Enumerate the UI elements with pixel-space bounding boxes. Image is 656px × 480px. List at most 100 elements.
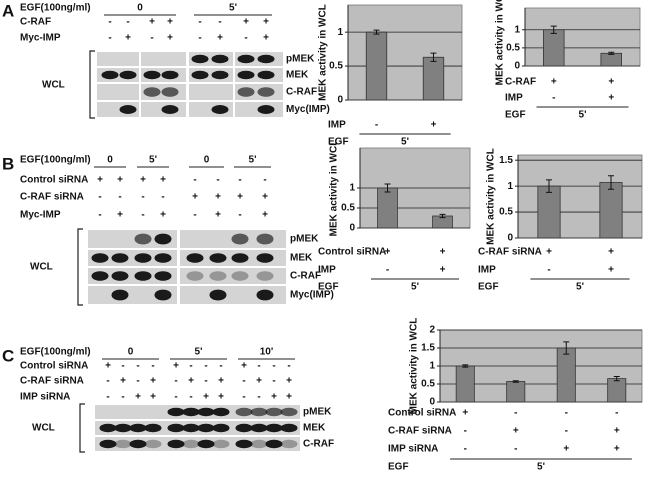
blot-band: [209, 271, 227, 281]
blot-band: [114, 439, 132, 449]
treatment-mark: -: [244, 33, 247, 44]
treatment-mark: +: [173, 361, 179, 372]
condition-label: IMP: [505, 93, 523, 104]
y-tick-label: 1: [507, 181, 513, 192]
blot-strip: [88, 268, 177, 284]
group-label: 5': [249, 155, 257, 166]
condition-mark: 5': [411, 282, 419, 293]
bar: [422, 56, 445, 101]
blot-band: [161, 87, 179, 97]
treatment-mark: -: [174, 392, 177, 403]
error-bar: [550, 25, 557, 34]
blot-band: [256, 289, 274, 301]
treatment-mark: +: [217, 33, 223, 44]
y-tick-label: 0: [349, 223, 355, 234]
treatment-mark: -: [198, 17, 201, 28]
condition-mark: -: [565, 426, 568, 437]
blot-band: [209, 253, 227, 263]
treatment-mark: +: [286, 392, 292, 403]
blot-band: [212, 407, 230, 417]
band-label: MEK: [286, 70, 309, 81]
condition-mark: 5': [576, 282, 584, 293]
blot-strip: [88, 286, 177, 304]
treatment-mark: +: [167, 17, 173, 28]
treatment-mark: +: [120, 376, 126, 387]
condition-mark: 5': [401, 137, 409, 148]
blot-band: [250, 407, 268, 417]
treatment-mark: -: [238, 175, 241, 186]
blot-band: [280, 407, 298, 417]
treatment-label: EGF(100ng/ml): [20, 347, 91, 358]
treatment-mark: +: [192, 192, 198, 203]
blot-group-label: WCL: [42, 80, 65, 91]
error-bar: [384, 183, 391, 193]
blot-band: [134, 253, 152, 263]
treatment-mark: -: [238, 210, 241, 221]
condition-mark: +: [462, 408, 468, 419]
treatment-mark: -: [216, 175, 219, 186]
error-bar: [373, 29, 380, 35]
treatment-mark: +: [256, 376, 262, 387]
blot-band: [256, 233, 274, 245]
condition-mark: +: [440, 247, 446, 258]
treatment-mark: -: [106, 376, 109, 387]
treatment-mark: -: [219, 361, 222, 372]
condition-mark: -: [464, 444, 467, 455]
condition-label: Control siRNA: [318, 247, 386, 258]
treatment-label: Control siRNA: [20, 175, 88, 186]
treatment-mark: +: [262, 210, 268, 221]
treatment-label: EGF(100ng/ml): [20, 3, 91, 14]
treatment-mark: +: [203, 392, 209, 403]
blot-band: [154, 271, 172, 281]
blot-band: [119, 105, 137, 114]
bar: [537, 185, 561, 239]
blot-band: [154, 253, 172, 263]
blot-band: [211, 105, 229, 114]
condition-mark: -: [514, 408, 517, 419]
bar: [556, 347, 576, 403]
treatment-label: Control siRNA: [20, 361, 88, 372]
band-label: MEK: [290, 253, 313, 264]
error-bar: [430, 52, 437, 62]
y-tick-label: 0: [514, 61, 520, 72]
treatment-mark: -: [106, 392, 109, 403]
treatment-mark: -: [108, 33, 111, 44]
condition-label: C-RAF: [505, 77, 536, 88]
blot-group-label: WCL: [30, 262, 53, 273]
condition-label: EGF: [388, 462, 409, 473]
treatment-mark: +: [150, 376, 156, 387]
blot-band: [197, 423, 215, 433]
blot-band: [231, 271, 249, 281]
error-bar: [613, 375, 620, 382]
treatment-mark: +: [105, 361, 111, 372]
group-label: 0: [137, 3, 143, 14]
y-tick-label: 1: [514, 24, 520, 35]
condition-mark: -: [615, 408, 618, 419]
blot-band: [167, 407, 185, 417]
condition-mark: +: [431, 120, 437, 131]
group-label: 5': [149, 155, 157, 166]
blot-band: [265, 439, 283, 449]
blot-band: [161, 70, 179, 80]
blot-band: [161, 105, 179, 114]
treatment-mark: -: [141, 192, 144, 203]
bar: [600, 52, 623, 67]
treatment-mark: -: [242, 376, 245, 387]
blot-band: [212, 423, 230, 433]
blot-band: [134, 233, 152, 245]
band-label: MEK: [303, 423, 326, 434]
treatment-mark: -: [263, 175, 266, 186]
blot-band: [209, 289, 227, 301]
y-axis-label: MEK activity in WCL: [329, 140, 340, 237]
treatment-label: EGF(100ng/ml): [20, 155, 91, 166]
condition-label: Control siRNA: [388, 408, 456, 419]
treatment-mark: -: [150, 33, 153, 44]
blot-band: [186, 271, 204, 281]
blot-band: [211, 70, 229, 80]
treatment-mark: -: [257, 392, 260, 403]
blot-band: [114, 423, 132, 433]
treatment-mark: +: [271, 392, 277, 403]
blot-band: [197, 407, 215, 417]
blot-band: [111, 271, 129, 281]
blot-band: [143, 70, 161, 80]
